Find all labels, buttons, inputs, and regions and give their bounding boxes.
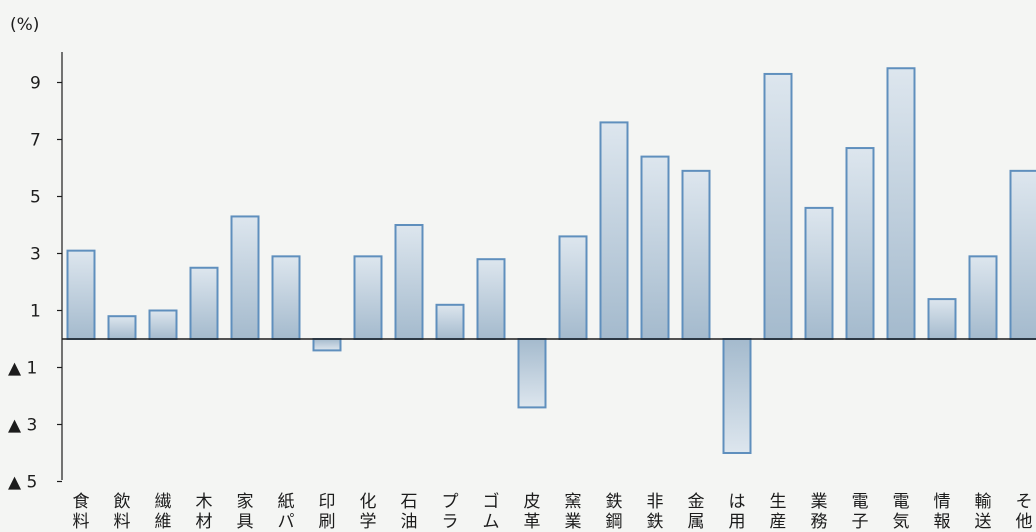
bar-2 <box>148 309 178 340</box>
bar-20 <box>886 67 916 340</box>
x-category-label: 鉄鋼 <box>606 492 623 532</box>
x-category-label: 紙パ <box>278 492 295 532</box>
x-category-label: 石油 <box>401 492 418 532</box>
x-category-label: プラ <box>442 492 459 532</box>
y-tick-label: 7 <box>30 131 41 151</box>
y-tick-label: ▲ 5 <box>8 473 37 493</box>
y-tick-label: 1 <box>30 302 41 322</box>
x-category-label: 繊維 <box>155 492 172 532</box>
bar-22 <box>968 255 998 341</box>
y-tick-label: ▲ 1 <box>8 359 37 379</box>
bar-6 <box>312 338 342 352</box>
x-category-label: 飲料 <box>114 492 131 532</box>
bar-19 <box>845 147 875 340</box>
bar-8 <box>394 224 424 340</box>
bars <box>66 67 1036 454</box>
x-category-label: 電気 <box>893 492 910 532</box>
bar-11 <box>517 338 547 409</box>
x-category-label: ゴム <box>483 491 500 532</box>
y-tick-label: 5 <box>30 188 41 208</box>
bar-9 <box>435 303 465 340</box>
bar-17 <box>763 72 793 340</box>
bar-16 <box>722 338 752 454</box>
x-axis-labels: 食料飲料繊維木材家具紙パ印刷化学石油プラゴム皮革窯業鉄鋼非鉄金属は用生産業務電子… <box>73 491 1033 532</box>
bar-4 <box>230 215 260 340</box>
x-category-label: 窯業 <box>565 492 582 532</box>
x-category-label: 化学 <box>360 492 377 532</box>
bar-3 <box>189 266 219 340</box>
y-tick-label: ▲ 3 <box>8 416 37 436</box>
bar-10 <box>476 258 506 341</box>
x-category-label: 食料 <box>73 492 90 532</box>
bar-18 <box>804 206 834 340</box>
x-category-label: 輸送 <box>975 492 992 532</box>
x-category-label: は用 <box>729 492 746 532</box>
x-category-label: 金属 <box>688 492 705 532</box>
bar-7 <box>353 255 383 341</box>
bar-15 <box>681 169 711 340</box>
x-category-label: 家具 <box>237 492 254 532</box>
x-category-label: 情報 <box>934 492 951 532</box>
x-category-label: 業務 <box>811 492 828 532</box>
x-category-label: 生産 <box>770 492 787 532</box>
x-category-label: 電子 <box>852 492 869 532</box>
y-tick-label: 3 <box>30 245 41 265</box>
x-category-label: 非鉄 <box>647 492 664 532</box>
bar-1 <box>107 315 137 341</box>
bar-13 <box>599 121 629 341</box>
x-category-label: 印刷 <box>319 492 336 532</box>
y-tick-label: 9 <box>30 74 41 94</box>
x-category-label: 木材 <box>196 492 213 532</box>
bar-21 <box>927 298 957 341</box>
bar-12 <box>558 235 588 340</box>
x-category-label: 皮革 <box>524 492 541 532</box>
y-axis-unit-label: (%) <box>10 15 39 35</box>
bar-14 <box>640 155 670 340</box>
bar-23 <box>1009 169 1036 340</box>
x-category-label: そ他 <box>1016 492 1033 532</box>
y-axis: 9 7 5 3 1 ▲ 1 ▲ 3 ▲ 5 <box>8 74 62 493</box>
bar-0 <box>66 249 96 340</box>
bar-5 <box>271 255 301 341</box>
